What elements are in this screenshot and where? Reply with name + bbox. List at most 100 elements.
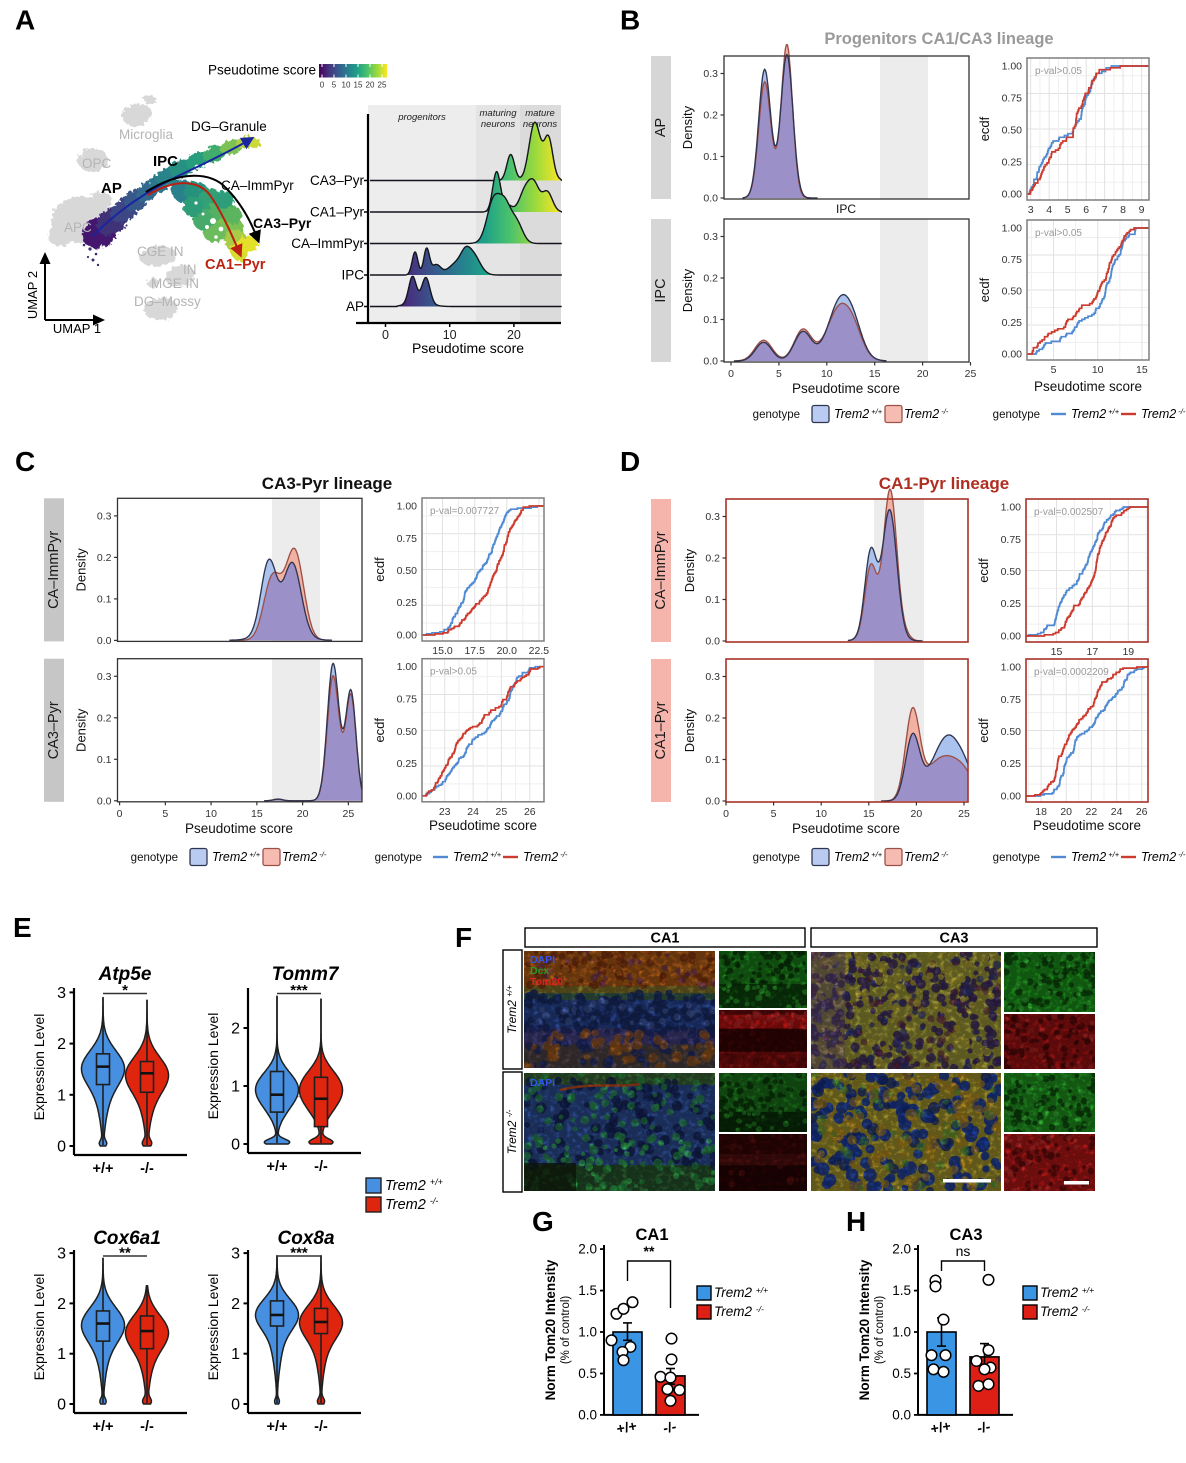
svg-text:Density: Density [74,548,89,592]
svg-text:Trem2 -/-: Trem2 -/- [1141,407,1186,421]
svg-text:0.5: 0.5 [892,1366,911,1381]
svg-text:1: 1 [231,1079,240,1096]
svg-text:-/-: -/- [140,1419,154,1435]
svg-text:20: 20 [917,368,929,380]
svg-text:Trem2 -/-: Trem2 -/- [1141,850,1186,864]
svg-text:IPC: IPC [341,268,364,283]
svg-text:DAPI: DAPI [530,1077,555,1089]
svg-text:+/+: +/+ [929,1417,952,1436]
svg-text:0.25: 0.25 [1002,317,1023,329]
svg-text:p-val>0.05: p-val>0.05 [1035,66,1082,77]
svg-text:Dcx: Dcx [530,965,549,977]
svg-text:1.00: 1.00 [1001,502,1022,514]
svg-text:Expression Level: Expression Level [31,1014,47,1121]
svg-text:5: 5 [332,81,337,90]
svg-text:UMAP 2: UMAP 2 [25,271,40,319]
svg-text:ns: ns [956,1243,971,1259]
svg-text:0.75: 0.75 [1002,254,1023,266]
svg-text:Trem2 +/+: Trem2 +/+ [505,985,519,1034]
svg-text:15: 15 [1136,364,1148,376]
svg-text:genotype: genotype [375,852,422,864]
svg-text:AP: AP [101,180,122,197]
svg-text:Pseudotime score: Pseudotime score [208,63,316,78]
svg-text:0.2: 0.2 [703,110,718,122]
svg-text:0.1: 0.1 [97,593,112,605]
svg-text:0.1: 0.1 [705,754,720,766]
svg-text:1.0: 1.0 [578,1325,597,1340]
svg-text:Norm Tom20 Intensity: Norm Tom20 Intensity [543,1259,558,1400]
svg-text:p-val>0.05: p-val>0.05 [430,667,477,678]
svg-text:progenitors: progenitors [397,112,446,123]
svg-text:CA–ImmPyr: CA–ImmPyr [653,531,669,609]
svg-text:0.2: 0.2 [703,273,718,285]
svg-text:0.00: 0.00 [397,790,418,802]
svg-text:CA3-Pyr lineage: CA3-Pyr lineage [262,474,392,493]
svg-text:CA3–Pyr: CA3–Pyr [253,215,312,231]
svg-text:D: D [620,446,640,477]
svg-text:0.50: 0.50 [397,726,418,738]
svg-text:genotype: genotype [753,409,800,421]
svg-text:Expression Level: Expression Level [205,1013,221,1120]
svg-text:C: C [15,446,35,477]
svg-text:0.00: 0.00 [1002,349,1023,361]
svg-text:A: A [15,5,35,36]
svg-text:0.3: 0.3 [97,671,112,683]
svg-text:Trem2 -/-: Trem2 -/- [523,850,568,864]
svg-text:0.50: 0.50 [1001,566,1022,578]
svg-text:genotype: genotype [993,852,1040,864]
svg-text:CA3–Pyr: CA3–Pyr [310,173,365,188]
svg-text:10: 10 [443,328,457,342]
svg-text:0.75: 0.75 [1002,93,1023,105]
svg-text:0.00: 0.00 [1002,189,1023,201]
svg-text:(% of control): (% of control) [874,1296,886,1365]
svg-text:2: 2 [231,1296,240,1313]
svg-text:0.1: 0.1 [705,594,720,606]
svg-text:0.0: 0.0 [705,796,720,808]
svg-text:E: E [13,912,32,943]
svg-text:0: 0 [231,1397,240,1414]
svg-text:CA1–Pyr: CA1–Pyr [310,205,365,220]
svg-text:0: 0 [117,808,123,820]
svg-text:neurons: neurons [523,119,558,130]
svg-text:genotype: genotype [993,409,1040,421]
svg-text:MGE IN: MGE IN [151,276,199,291]
svg-text:OPC: OPC [82,156,112,171]
svg-text:22.5: 22.5 [529,645,550,657]
svg-text:Pseudotime score: Pseudotime score [1033,818,1141,833]
svg-text:0.1: 0.1 [703,151,718,163]
svg-text:15.0: 15.0 [432,645,453,657]
svg-text:20.0: 20.0 [497,645,518,657]
svg-text:2: 2 [57,1036,66,1053]
svg-text:0.25: 0.25 [397,597,418,609]
svg-text:Tom20: Tom20 [530,976,563,988]
svg-text:0: 0 [231,1137,240,1154]
svg-text:0.2: 0.2 [97,552,112,564]
svg-text:-/-: -/- [314,1159,328,1175]
svg-text:20: 20 [1060,806,1072,818]
svg-text:0.0: 0.0 [705,636,720,648]
svg-text:ecdf: ecdf [372,557,387,582]
svg-text:G: G [532,1206,554,1237]
svg-text:0.0: 0.0 [703,193,718,205]
svg-text:Cox8a: Cox8a [277,1228,334,1249]
svg-text:0.75: 0.75 [397,533,418,545]
svg-text:0.3: 0.3 [703,68,718,80]
svg-text:7: 7 [1102,204,1108,216]
svg-text:1.00: 1.00 [397,501,418,513]
svg-text:IPC: IPC [153,153,178,170]
svg-text:UMAP 1: UMAP 1 [53,321,101,336]
svg-text:Density: Density [74,708,89,752]
svg-text:Trem2 -/-: Trem2 -/- [1040,1304,1090,1319]
svg-text:Cox6a1: Cox6a1 [93,1228,161,1249]
svg-text:0.50: 0.50 [397,565,418,577]
svg-text:2.0: 2.0 [578,1242,597,1257]
svg-text:Trem2 -/-: Trem2 -/- [904,407,949,421]
svg-text:Trem2 +/+: Trem2 +/+ [385,1177,443,1194]
svg-text:0.5: 0.5 [578,1366,597,1381]
svg-text:6: 6 [1083,204,1089,216]
svg-text:10: 10 [1092,364,1104,376]
svg-text:0.0: 0.0 [578,1407,597,1422]
svg-text:1: 1 [57,1087,66,1104]
svg-text:Trem2 -/-: Trem2 -/- [714,1304,764,1319]
svg-text:1.00: 1.00 [397,661,418,673]
